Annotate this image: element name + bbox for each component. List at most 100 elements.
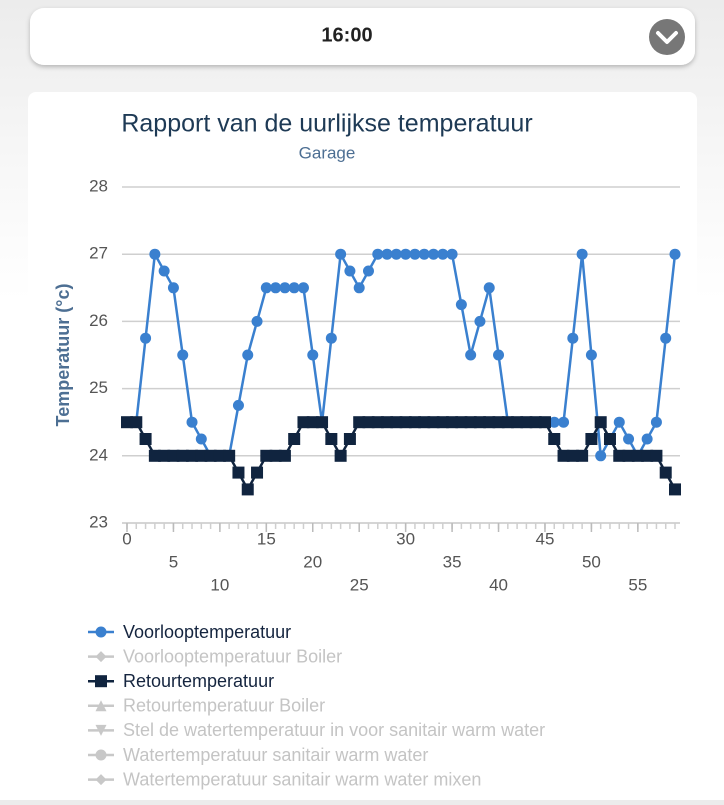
- x-tick-label: 10: [210, 575, 229, 594]
- legend-item[interactable]: Voorlooptemperatuur Boiler: [88, 646, 342, 666]
- data-point: [372, 248, 384, 260]
- data-point: [474, 315, 486, 327]
- data-point: [631, 449, 644, 462]
- legend-label: Voorlooptemperatuur: [123, 622, 291, 642]
- data-point: [418, 416, 431, 429]
- x-tick-label: 5: [169, 552, 178, 571]
- data-point: [483, 282, 495, 294]
- data-point: [213, 449, 226, 462]
- data-point: [241, 483, 254, 496]
- data-point: [437, 248, 449, 260]
- x-tick-label: 15: [257, 529, 276, 548]
- data-point: [511, 416, 524, 429]
- legend-marker: [95, 749, 107, 761]
- time-label: 16:00: [321, 24, 372, 46]
- data-point: [140, 332, 152, 344]
- data-point: [548, 433, 561, 445]
- data-point: [186, 449, 199, 462]
- legend-label: Watertemperatuur sanitair warm water mix…: [123, 769, 481, 789]
- data-point: [371, 416, 384, 429]
- data-point: [167, 449, 180, 462]
- x-tick-label: 25: [350, 575, 369, 594]
- data-point: [622, 449, 635, 462]
- data-point: [483, 416, 496, 429]
- data-point: [585, 433, 598, 445]
- data-point: [669, 248, 681, 260]
- legend-item[interactable]: Retourtemperatuur Boiler: [88, 696, 325, 716]
- data-point: [567, 332, 579, 344]
- dropdown-button[interactable]: [649, 19, 685, 55]
- data-point: [251, 466, 264, 479]
- data-point: [344, 265, 356, 277]
- legend-label: Retourtemperatuur: [123, 671, 274, 691]
- data-point: [176, 449, 189, 462]
- x-tick-label: 55: [628, 575, 647, 594]
- data-point: [278, 449, 291, 462]
- legend-item[interactable]: Retourtemperatuur: [88, 671, 274, 691]
- legend-marker: [95, 774, 107, 786]
- legend-marker: [95, 724, 107, 736]
- data-point: [223, 449, 236, 462]
- y-axis-label: Temperatuur (°c): [53, 284, 73, 427]
- data-point: [465, 349, 477, 361]
- data-point: [335, 248, 347, 260]
- legend-item[interactable]: Watertemperatuur sanitair warm water: [88, 745, 428, 765]
- data-point: [650, 416, 662, 428]
- data-point: [493, 349, 505, 361]
- data-point: [149, 248, 161, 260]
- data-point: [390, 248, 402, 260]
- data-point: [641, 433, 653, 445]
- data-point: [251, 315, 263, 327]
- data-point: [548, 416, 560, 428]
- x-tick-label: 35: [443, 552, 462, 571]
- y-tick-label: 26: [89, 311, 108, 330]
- data-point: [334, 449, 347, 462]
- x-tick-label: 50: [582, 552, 601, 571]
- data-point: [529, 416, 542, 429]
- data-point: [297, 282, 309, 294]
- data-point: [400, 248, 412, 260]
- data-point: [576, 248, 588, 260]
- plot: 23 24 25 26 27 28 0 5 10 15 20 25 30 35 40 45 50 55 Voorlo…: [88, 176, 681, 789]
- chart-title: Rapport van de uurlijkse temperatuur: [121, 110, 532, 138]
- legend-item[interactable]: Watertemperatuur sanitair warm water mix…: [88, 769, 481, 789]
- data-point: [362, 265, 374, 277]
- data-point: [520, 416, 533, 429]
- data-point: [594, 416, 607, 429]
- y-tick-label: 27: [89, 244, 108, 263]
- legend-marker: [95, 651, 107, 663]
- data-point: [613, 449, 626, 462]
- chart-subtitle: Garage: [299, 143, 356, 162]
- data-point: [325, 332, 337, 344]
- x-tick-label: 40: [489, 575, 508, 594]
- data-point: [186, 416, 198, 428]
- time-selector[interactable]: [30, 8, 695, 65]
- data-point: [390, 416, 403, 429]
- data-point: [408, 416, 421, 429]
- data-point: [167, 282, 179, 294]
- data-point: [381, 248, 393, 260]
- data-point: [353, 416, 366, 429]
- legend-label: Stel de watertemperatuur in voor sanitai…: [123, 720, 545, 740]
- x-tick-label: 0: [122, 529, 131, 548]
- data-point: [270, 282, 282, 294]
- data-point: [641, 449, 654, 462]
- data-point: [325, 433, 338, 445]
- data-point: [558, 416, 570, 428]
- legend-item[interactable]: Stel de watertemperatuur in voor sanitai…: [88, 720, 545, 740]
- data-point: [269, 449, 282, 462]
- data-point: [139, 433, 152, 445]
- legend-marker: [95, 700, 107, 712]
- legend-item[interactable]: Voorlooptemperatuur: [88, 622, 291, 642]
- data-point: [121, 416, 133, 429]
- data-point: [446, 248, 458, 260]
- data-point: [306, 416, 319, 429]
- data-point: [585, 349, 597, 361]
- legend-marker: [95, 675, 107, 688]
- data-point: [242, 349, 254, 361]
- data-point: [623, 433, 635, 445]
- data-point: [557, 449, 570, 462]
- data-point: [427, 416, 440, 429]
